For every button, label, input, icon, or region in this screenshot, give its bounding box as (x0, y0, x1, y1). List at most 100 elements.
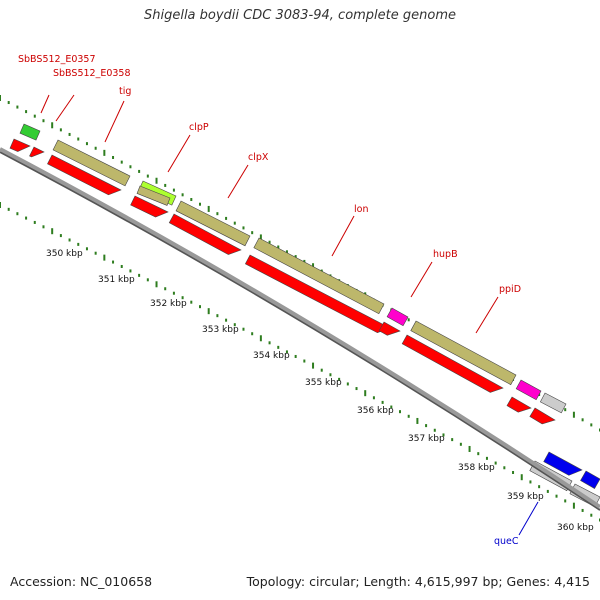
upper-tick (25, 110, 28, 114)
cds-arrow (529, 407, 556, 425)
lower-tick (112, 260, 115, 264)
lower-tick (181, 296, 184, 300)
upper-tick (16, 105, 19, 109)
lower-tick (416, 417, 419, 424)
gene-callout-line (331, 215, 355, 257)
lower-tick (303, 359, 306, 363)
gene-label-sbbs512-e0357[interactable]: SbBS512_E0357 (18, 54, 96, 65)
upper-tick (268, 240, 271, 244)
backbone-shadow (0, 151, 600, 511)
feature-upper-box (410, 320, 517, 386)
map-title: Shigella boydii CDC 3083-94, complete ge… (143, 8, 457, 23)
gene-label-tig[interactable]: tig (119, 86, 131, 97)
upper-tick (172, 188, 175, 192)
feature-upper-box (52, 139, 131, 187)
upper-tick (103, 149, 106, 156)
upper-tick (407, 318, 410, 322)
upper-tick (207, 205, 210, 212)
gene-callout-line (104, 100, 125, 143)
ruler-label-356: 356 kbp (357, 406, 394, 416)
upper-tick (77, 137, 80, 141)
lower-tick (555, 494, 558, 498)
lower-tick (433, 428, 436, 432)
lower-tick (129, 269, 132, 273)
lower-tick (0, 202, 1, 208)
cds-arrow (168, 213, 242, 255)
lower-tick (407, 414, 410, 418)
upper-tick (120, 160, 123, 164)
gene-label-ppid[interactable]: ppiD (499, 284, 521, 295)
genome-backbone (0, 147, 600, 511)
upper-tick (129, 165, 132, 169)
gene-callout-line (227, 164, 249, 199)
upper-tick (572, 411, 575, 418)
lower-tick (590, 513, 593, 517)
gene-label-lon[interactable]: lon (354, 204, 368, 215)
lower-tick (538, 485, 541, 489)
lower-tick (85, 247, 88, 251)
lower-tick (59, 234, 62, 238)
cds-arrow (401, 334, 504, 393)
lower-tick (477, 452, 480, 456)
upper-tick (216, 212, 219, 216)
lower-tick (268, 341, 271, 345)
upper-tick (277, 245, 280, 249)
lower-tick (42, 225, 45, 229)
gene-label-sbbs512-e0358[interactable]: SbBS512_E0358 (53, 68, 131, 79)
lower-tick (564, 499, 567, 503)
lower-tick (494, 461, 497, 465)
upper-tick (285, 250, 288, 254)
ruler-label-350: 350 kbp (46, 249, 83, 259)
accession-label: Accession: NC_010658 (10, 574, 153, 589)
upper-tick (0, 95, 1, 101)
lower-tick (259, 335, 262, 342)
upper-tick (59, 128, 62, 132)
upper-tick (33, 114, 36, 118)
lower-tick (120, 264, 123, 268)
lower-tick (16, 212, 19, 216)
lower-tick (225, 318, 228, 322)
gene-label-hupb[interactable]: hupB (433, 249, 458, 260)
lower-tick (164, 287, 167, 291)
upper-tick (112, 155, 115, 159)
ruler-label-360: 360 kbp (557, 523, 594, 533)
lower-tick (338, 377, 341, 381)
lower-tick (459, 442, 462, 446)
lower-tick (199, 305, 201, 309)
lower-tick (77, 242, 80, 246)
upper-tick (190, 198, 193, 202)
upper-tick (94, 146, 97, 150)
lower-tick (425, 424, 428, 428)
lower-tick (51, 228, 54, 235)
upper-tick (181, 193, 184, 197)
gene-label-clpp[interactable]: clpP (189, 122, 209, 133)
lower-tick (346, 382, 349, 386)
lower-tick (190, 300, 193, 304)
upper-tick (581, 418, 584, 422)
gene-callout-line (410, 261, 433, 298)
upper-tick (590, 423, 593, 427)
gene-label-quec[interactable]: queC (494, 536, 519, 547)
gene-labels: SbBS512_E0357 SbBS512_E0358 tig clpP clp… (18, 54, 539, 547)
lower-tick (329, 373, 332, 377)
lower-tick-track (0, 202, 600, 522)
lower-tick (294, 354, 297, 358)
backbone-line (0, 147, 600, 509)
feature-lower-box (543, 451, 583, 476)
genome-summary: Topology: circular; Length: 4,615,997 bp… (246, 574, 590, 589)
gene-label-clpx[interactable]: clpX (248, 152, 269, 163)
lower-tick (138, 273, 141, 277)
gene-callout-line (40, 94, 50, 114)
lower-tick (485, 456, 488, 460)
upper-tick (294, 255, 297, 259)
lower-tick (155, 281, 158, 288)
cds-arrow (244, 254, 391, 334)
lower-tick (103, 254, 106, 261)
lower-tick (25, 216, 28, 220)
upper-tick (164, 183, 167, 187)
upper-tick (251, 231, 254, 235)
upper-tick (259, 234, 262, 241)
gene-callout-line (475, 296, 499, 334)
lower-tick (451, 438, 454, 442)
